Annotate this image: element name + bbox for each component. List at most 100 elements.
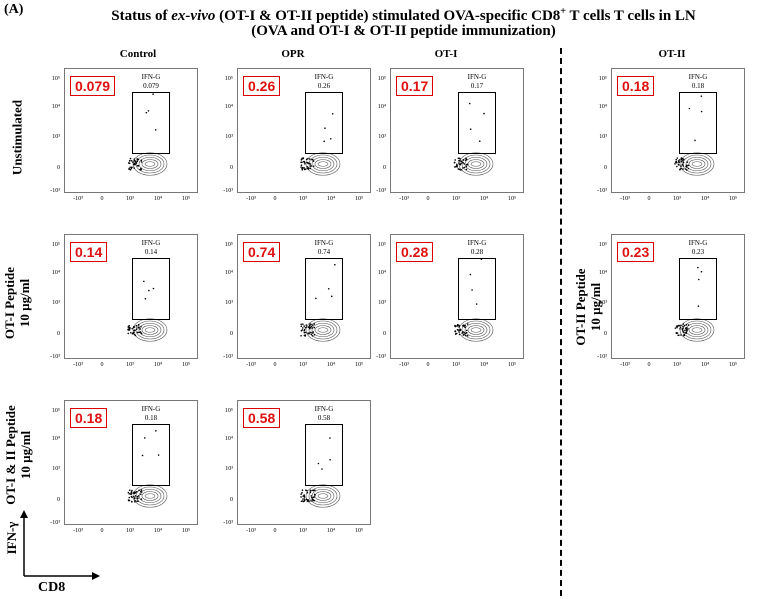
event-dot bbox=[141, 454, 144, 457]
event-dot bbox=[465, 168, 468, 171]
event-dot bbox=[682, 161, 685, 164]
x-tick-label: 10⁵ bbox=[354, 196, 364, 202]
y-tick-label: 10⁵ bbox=[224, 76, 233, 82]
event-dot bbox=[305, 489, 307, 492]
event-dot bbox=[676, 157, 679, 159]
event-dot bbox=[464, 326, 466, 329]
event-dot bbox=[133, 329, 136, 332]
event-dot bbox=[313, 326, 316, 329]
contour-plot bbox=[300, 437, 341, 508]
row-header-unstimulated: Unstimulated bbox=[9, 99, 25, 176]
event-dot bbox=[675, 160, 678, 163]
event-dot bbox=[140, 161, 143, 163]
event-dot bbox=[310, 323, 312, 325]
gate-name: IFN-G bbox=[688, 239, 708, 247]
group-divider bbox=[560, 48, 562, 596]
gate-value: 0.58 bbox=[317, 414, 331, 422]
ifn-g-gate bbox=[132, 258, 170, 320]
x-tick-label: 0 bbox=[647, 196, 651, 202]
event-dot bbox=[680, 165, 682, 167]
contour-ring bbox=[311, 156, 335, 172]
y-axis-label: IFN-γ bbox=[4, 521, 19, 555]
gate-name: IFN-G bbox=[314, 405, 334, 413]
x-tick-label: 10⁵ bbox=[354, 528, 364, 534]
event-dot bbox=[132, 161, 134, 164]
event-dot bbox=[463, 163, 466, 165]
event-dot bbox=[300, 323, 302, 326]
event-dot bbox=[310, 500, 312, 502]
event-dot bbox=[682, 323, 685, 325]
contour-ring bbox=[308, 154, 338, 174]
event-dot bbox=[301, 158, 303, 160]
event-dot bbox=[682, 327, 684, 329]
contour-ring bbox=[470, 327, 482, 333]
ifn-g-gate bbox=[305, 424, 343, 486]
y-tick-label: 10³ bbox=[225, 134, 233, 140]
event-dot bbox=[301, 167, 304, 170]
event-dot bbox=[129, 493, 132, 495]
event-dot bbox=[130, 166, 133, 168]
y-tick-label: 10⁴ bbox=[598, 270, 607, 276]
contour-ring bbox=[311, 322, 335, 338]
event-dot bbox=[140, 159, 143, 162]
gate-value: 0.26 bbox=[317, 82, 331, 90]
event-dot bbox=[127, 491, 130, 494]
x-tick-label: 0 bbox=[426, 362, 430, 368]
x-tick-label: 10³ bbox=[126, 528, 134, 534]
y-tick-label: 10⁴ bbox=[598, 104, 607, 110]
event-dot bbox=[136, 160, 139, 163]
event-dot bbox=[302, 495, 304, 497]
event-dot bbox=[311, 332, 314, 334]
x-tick-label: 10⁴ bbox=[700, 196, 710, 202]
event-dot bbox=[456, 163, 458, 166]
y-tick-label: 10⁴ bbox=[51, 104, 60, 110]
contour-ring bbox=[691, 327, 703, 333]
event-dot bbox=[313, 496, 316, 498]
event-dot bbox=[140, 168, 142, 171]
event-dot bbox=[311, 498, 314, 501]
contour-ring bbox=[314, 491, 332, 501]
event-dot bbox=[697, 266, 699, 269]
contour-ring bbox=[461, 154, 491, 174]
y-tick-label: 0 bbox=[230, 331, 233, 337]
gate-name: IFN-G bbox=[141, 73, 161, 81]
event-dot bbox=[140, 498, 143, 500]
ifn-g-gate bbox=[132, 92, 170, 154]
event-dot bbox=[469, 273, 472, 276]
event-dot bbox=[680, 324, 682, 327]
y-tick-label: -10³ bbox=[376, 354, 386, 360]
event-dot bbox=[684, 168, 687, 170]
event-dot bbox=[465, 329, 468, 332]
event-dot bbox=[458, 162, 460, 164]
row-header-ot12-peptide: OT-I & II Peptide 10 µg/ml bbox=[3, 405, 33, 505]
event-dot bbox=[136, 497, 139, 500]
flow-plot-unstim_ot2: 10⁵ 10⁴ 10³ 0 -10³ -10³ 0 10³ 10⁴ 10⁵ IFN-G 0.18 0.1… bbox=[587, 64, 747, 210]
x-tick-label: 10⁵ bbox=[181, 362, 191, 368]
event-dot bbox=[128, 489, 131, 491]
event-dot bbox=[300, 166, 302, 168]
y-tick-label: 10⁴ bbox=[377, 270, 386, 276]
event-dot bbox=[682, 168, 684, 170]
event-dot bbox=[152, 93, 154, 96]
event-dot bbox=[700, 95, 703, 97]
x-tick-label: -10³ bbox=[246, 196, 256, 202]
percentage-badge: 0.079 bbox=[70, 76, 116, 96]
event-dot bbox=[454, 325, 457, 328]
x-tick-label: 10⁵ bbox=[728, 196, 738, 202]
percentage-badge: 0.28 bbox=[396, 242, 434, 262]
event-dot bbox=[313, 323, 316, 325]
event-dot bbox=[317, 462, 320, 465]
event-dot bbox=[155, 430, 157, 432]
x-tick-label: 10³ bbox=[299, 528, 307, 534]
y-tick-label: 10⁵ bbox=[51, 76, 60, 82]
x-tick-label: 10⁵ bbox=[354, 362, 364, 368]
event-dot bbox=[460, 160, 463, 163]
x-tick-label: 10³ bbox=[126, 196, 134, 202]
event-dot bbox=[458, 333, 461, 336]
y-tick-label: 10³ bbox=[225, 466, 233, 472]
percentage-badge: 0.58 bbox=[243, 408, 281, 428]
event-dot bbox=[300, 500, 303, 503]
y-tick-label: 10⁴ bbox=[224, 436, 233, 442]
event-dot bbox=[464, 332, 467, 335]
event-dot bbox=[462, 334, 465, 336]
